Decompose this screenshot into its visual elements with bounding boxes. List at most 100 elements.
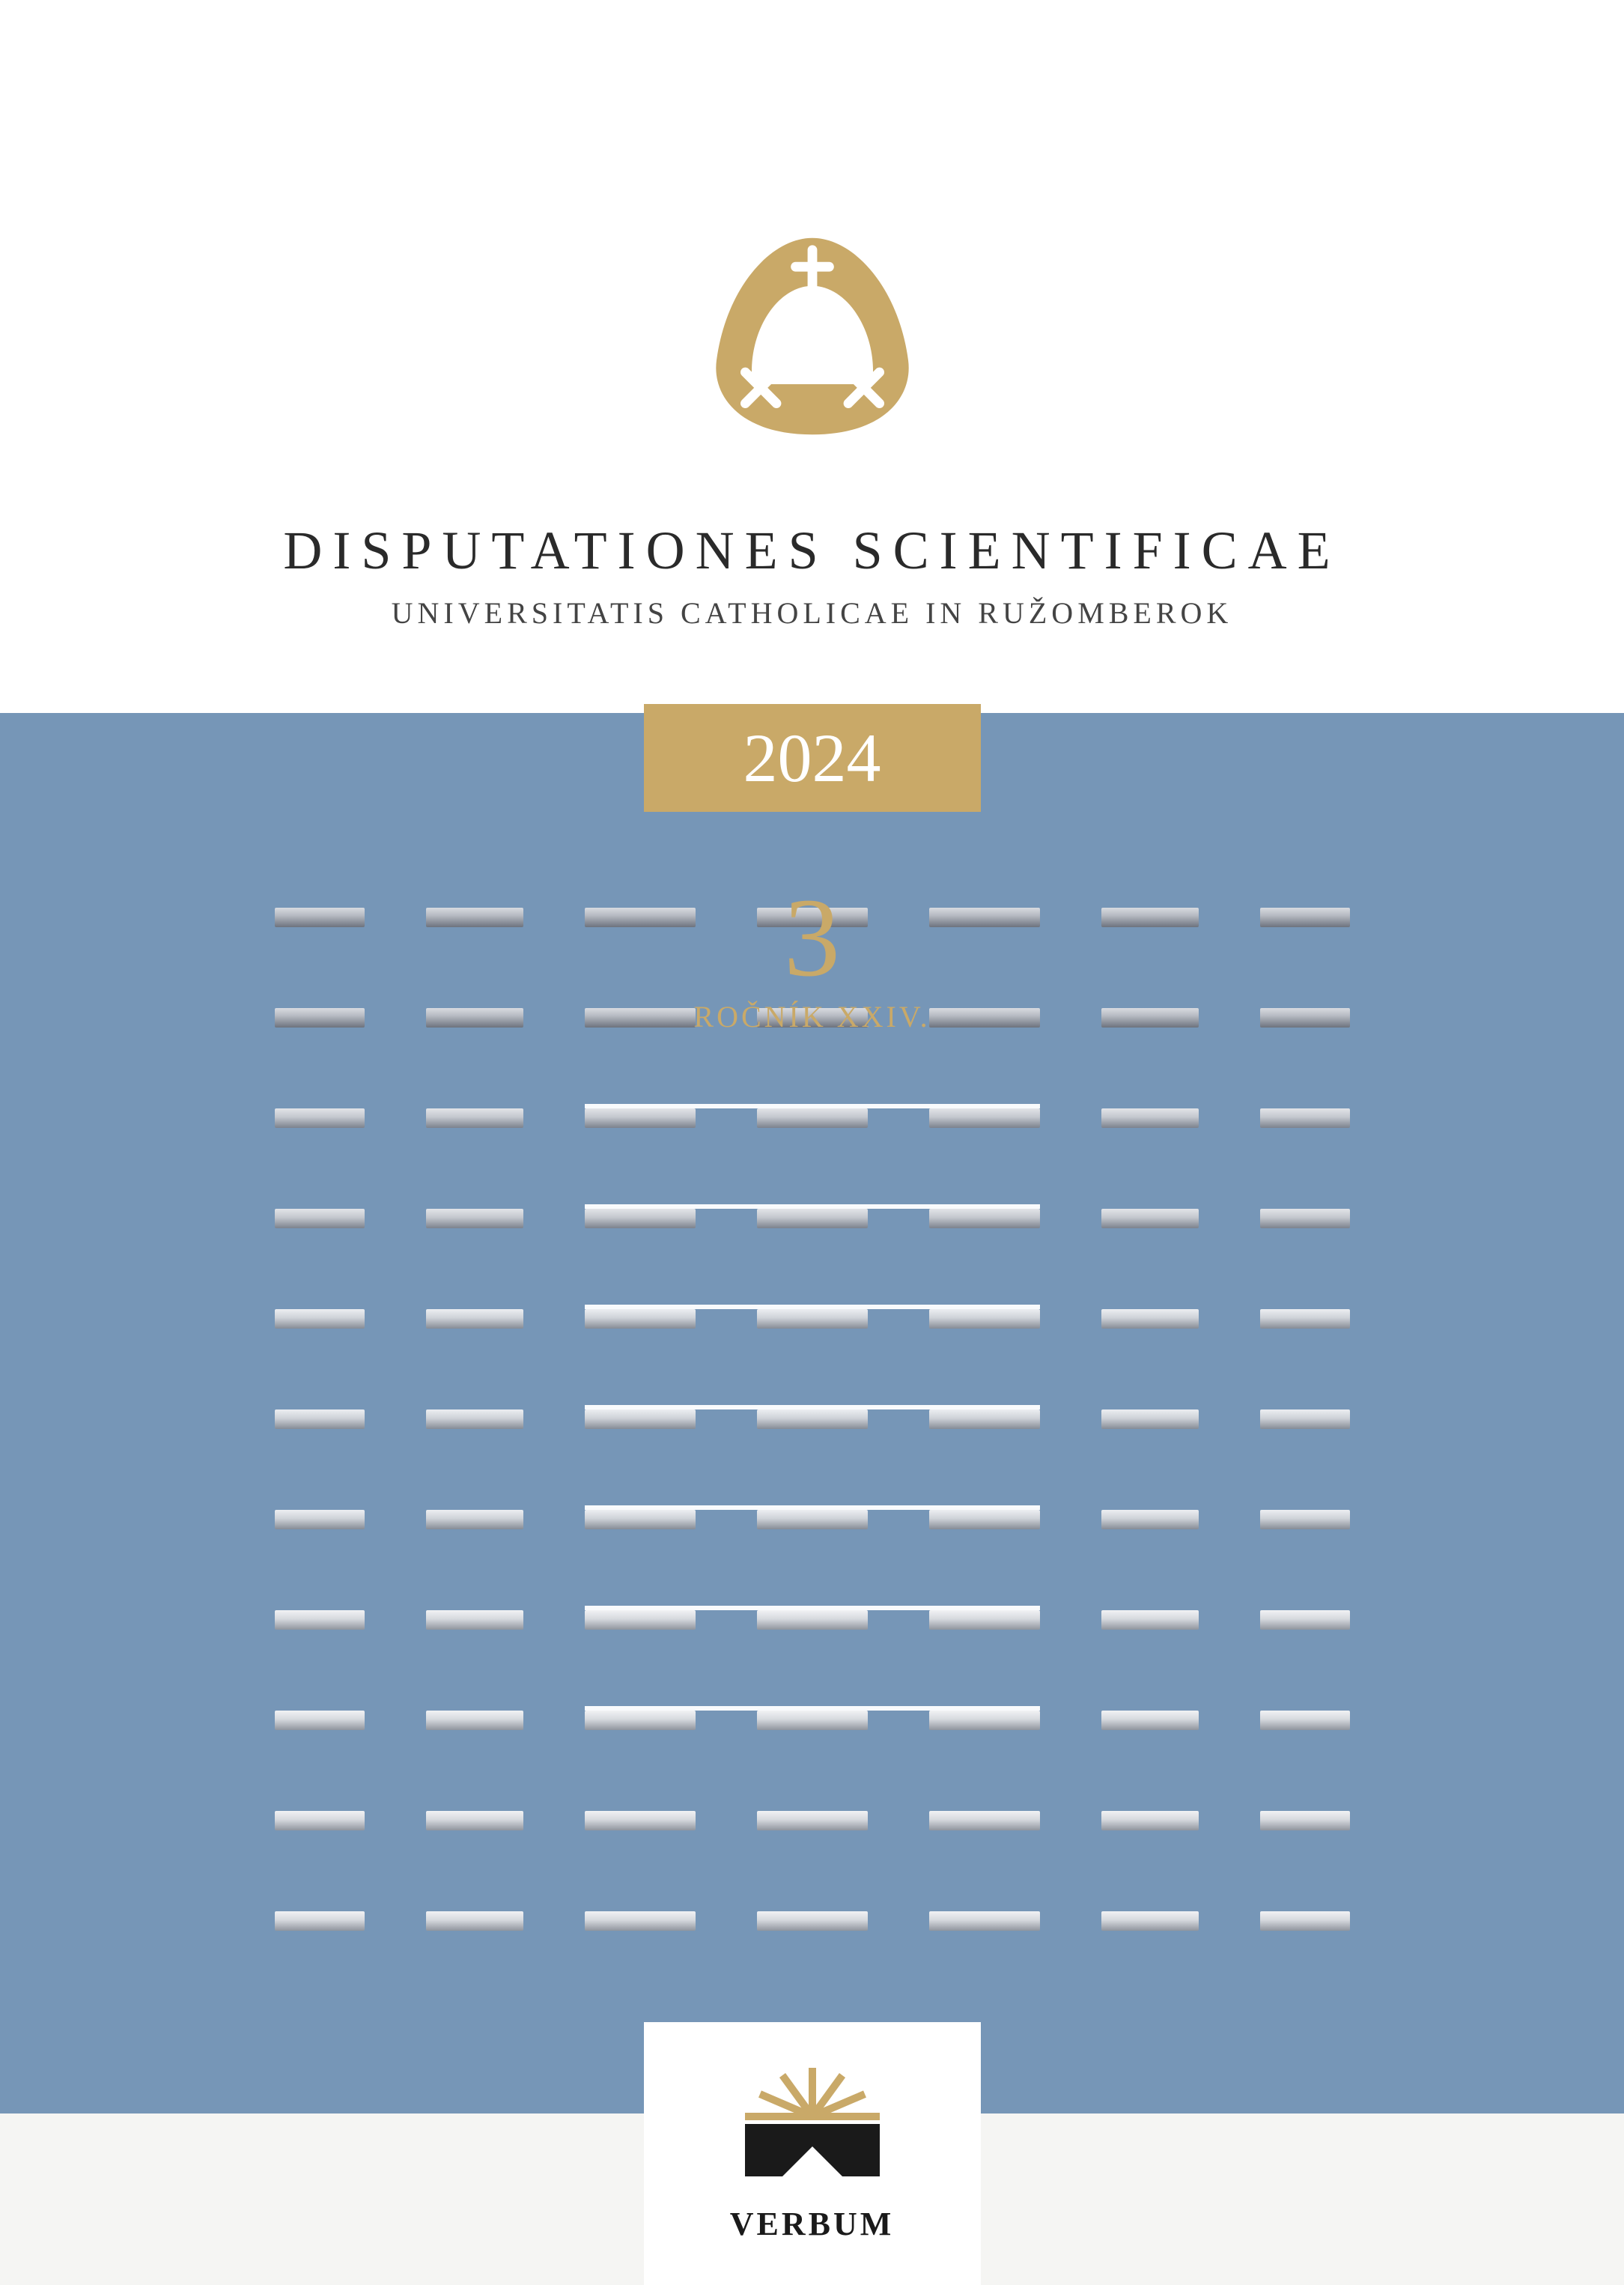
pattern-segment: [1101, 1911, 1199, 1931]
pattern-segment: [1260, 1008, 1350, 1028]
pattern-segment: [1101, 1711, 1199, 1730]
pattern-connector: [585, 1706, 1040, 1711]
pattern-segment: [1260, 908, 1350, 927]
pattern-segment: [585, 1510, 696, 1529]
pattern-segment: [929, 1108, 1040, 1128]
pattern-segment: [757, 1309, 868, 1329]
pattern-segment: [929, 1711, 1040, 1730]
pattern-segment: [757, 1409, 868, 1429]
pattern-segment: [426, 1108, 523, 1128]
pattern-segment: [426, 1008, 523, 1028]
pattern-segment: [426, 1610, 523, 1630]
pattern-segment: [929, 1510, 1040, 1529]
pattern-segment: [929, 1409, 1040, 1429]
pattern-segment: [275, 1911, 365, 1931]
pattern-segment: [585, 908, 696, 927]
pattern-segment: [1101, 1108, 1199, 1128]
pattern-segment: [275, 1409, 365, 1429]
decorative-dash-pattern: [146, 908, 1479, 2012]
crest-icon: [693, 216, 932, 456]
pattern-segment: [929, 1811, 1040, 1830]
pattern-segment: [1101, 1008, 1199, 1028]
pattern-segment: [1101, 1409, 1199, 1429]
pattern-row: [146, 1711, 1479, 1730]
pattern-segment: [585, 1008, 696, 1028]
pattern-segment: [585, 1811, 696, 1830]
pattern-segment: [929, 1309, 1040, 1329]
pattern-segment: [275, 908, 365, 927]
pattern-segment: [275, 1811, 365, 1830]
verbum-logo-icon: [730, 2064, 895, 2191]
pattern-connector: [585, 1305, 1040, 1309]
pattern-segment: [585, 1610, 696, 1630]
pattern-segment: [929, 1610, 1040, 1630]
pattern-segment: [757, 1108, 868, 1128]
year-label: 2024: [743, 718, 881, 798]
pattern-row: [146, 1409, 1479, 1429]
pattern-segment: [275, 1711, 365, 1730]
pattern-segment: [757, 1209, 868, 1228]
journal-subtitle: UNIVERSITATIS CATHOLICAE IN RUŽOMBEROK: [392, 595, 1233, 631]
pattern-segment: [757, 1811, 868, 1830]
pattern-segment: [275, 1610, 365, 1630]
pattern-segment: [1101, 1309, 1199, 1329]
pattern-segment: [1101, 1811, 1199, 1830]
pattern-row: [146, 1309, 1479, 1329]
pattern-segment: [1260, 1911, 1350, 1931]
pattern-segment: [1260, 1209, 1350, 1228]
pattern-connector: [585, 1405, 1040, 1409]
pattern-segment: [1260, 1510, 1350, 1529]
pattern-segment: [757, 1711, 868, 1730]
pattern-segment: [585, 1309, 696, 1329]
pattern-segment: [426, 1409, 523, 1429]
pattern-segment: [426, 1811, 523, 1830]
pattern-segment: [1260, 1811, 1350, 1830]
university-crest-logo: [693, 216, 932, 460]
pattern-segment: [1101, 1209, 1199, 1228]
pattern-segment: [426, 1309, 523, 1329]
publisher-name: VERBUM: [730, 2205, 895, 2243]
pattern-segment: [275, 1209, 365, 1228]
header-band: DISPUTATIONES SCIENTIFICAE UNIVERSITATIS…: [0, 0, 1624, 713]
pattern-segment: [426, 1711, 523, 1730]
year-badge: 2024: [644, 704, 981, 812]
pattern-segment: [1260, 1309, 1350, 1329]
pattern-row: [146, 1610, 1479, 1630]
pattern-segment: [585, 1911, 696, 1931]
pattern-segment: [929, 1209, 1040, 1228]
pattern-segment: [426, 1510, 523, 1529]
pattern-segment: [1260, 1610, 1350, 1630]
publisher-panel: VERBUM: [644, 2022, 981, 2285]
pattern-row: [146, 1811, 1479, 1830]
issue-number: 3: [784, 881, 840, 994]
pattern-connector: [585, 1505, 1040, 1510]
pattern-segment: [1260, 1108, 1350, 1128]
pattern-segment: [275, 1008, 365, 1028]
pattern-segment: [426, 1911, 523, 1931]
pattern-segment: [757, 1610, 868, 1630]
pattern-segment: [1101, 1610, 1199, 1630]
pattern-segment: [757, 1510, 868, 1529]
journal-cover: DISPUTATIONES SCIENTIFICAE UNIVERSITATIS…: [0, 0, 1624, 2285]
pattern-segment: [585, 1209, 696, 1228]
pattern-connector: [585, 1104, 1040, 1108]
pattern-segment: [275, 1108, 365, 1128]
pattern-segment: [275, 1309, 365, 1329]
pattern-segment: [929, 908, 1040, 927]
pattern-segment: [757, 1911, 868, 1931]
pattern-segment: [585, 1108, 696, 1128]
pattern-row: [146, 1911, 1479, 1931]
pattern-segment: [1101, 908, 1199, 927]
pattern-segment: [1101, 1510, 1199, 1529]
pattern-row: [146, 1209, 1479, 1228]
journal-title: DISPUTATIONES SCIENTIFICAE: [283, 520, 1340, 582]
pattern-connector: [585, 1204, 1040, 1209]
pattern-row: [146, 1108, 1479, 1128]
pattern-segment: [585, 1711, 696, 1730]
pattern-segment: [1260, 1711, 1350, 1730]
pattern-row: [146, 1510, 1479, 1529]
pattern-segment: [1260, 1409, 1350, 1429]
blue-band: 2024 3 ROČNÍK XXIV.: [0, 713, 1624, 2113]
pattern-segment: [585, 1409, 696, 1429]
pattern-segment: [929, 1911, 1040, 1931]
